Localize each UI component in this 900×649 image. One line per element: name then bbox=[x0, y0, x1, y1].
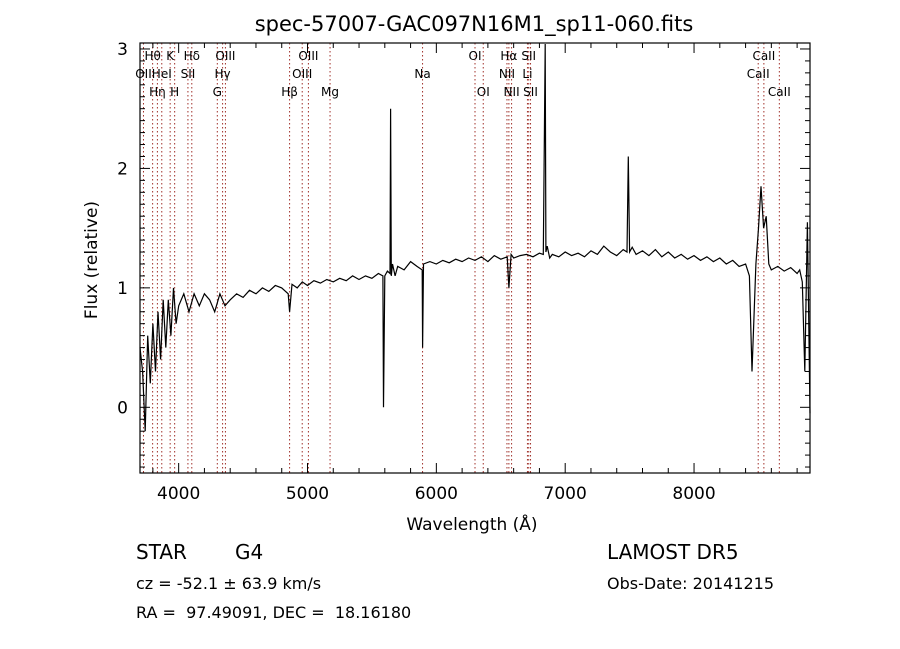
spectral-line-label: OIII bbox=[298, 49, 318, 63]
spectral-line-label: NII bbox=[504, 85, 520, 99]
coordinates: RA = 97.49091, DEC = 18.16180 bbox=[136, 603, 412, 622]
y-axis-label: Flux (relative) bbox=[82, 201, 102, 319]
spectral-line-label: OIII bbox=[215, 49, 235, 63]
redshift-readout: cz = -52.1 ± 63.9 km/s bbox=[136, 574, 322, 593]
obs-date: Obs-Date: 20141215 bbox=[607, 574, 775, 593]
spectral-line-label: Li bbox=[522, 67, 532, 81]
spectral-line-label: OI bbox=[477, 85, 490, 99]
y-tick-label: 0 bbox=[117, 398, 128, 418]
spectral-line-label: G bbox=[213, 85, 222, 99]
spectral-line-label: Na bbox=[414, 67, 430, 81]
survey-name: LAMOST DR5 bbox=[607, 540, 739, 564]
object-subclass: G4 bbox=[235, 540, 264, 564]
spectral-line-label: HeI bbox=[152, 67, 172, 81]
spectral-line-label: CaII bbox=[752, 49, 775, 63]
chart-title: spec-57007-GAC097N16M1_sp11-060.fits bbox=[255, 12, 694, 37]
x-axis-ticks: 4000 5000 6000 7000 8000 bbox=[152, 43, 798, 504]
x-tick-label: 8000 bbox=[672, 484, 715, 504]
spectral-line-label: Hδ bbox=[184, 49, 200, 63]
spectral-line-label: SII bbox=[521, 49, 536, 63]
x-tick-label: 7000 bbox=[544, 484, 587, 504]
object-class: STAR bbox=[136, 540, 187, 564]
spectral-line-label: Hγ bbox=[215, 67, 231, 81]
spectral-line-label: H bbox=[170, 85, 179, 99]
x-tick-label: 5000 bbox=[286, 484, 329, 504]
spectral-line-labels: OII Hθ Hη HeI K H Hδ SII G Hγ OIII Hβ OIII OIII Mg Na OI… bbox=[135, 49, 791, 99]
spectral-line-label: CaII bbox=[768, 85, 791, 99]
spectral-line-label: Hθ bbox=[144, 49, 160, 63]
x-tick-label: 6000 bbox=[415, 484, 458, 504]
spectral-line-label: CaII bbox=[747, 67, 770, 81]
spectral-line-label: Mg bbox=[321, 85, 339, 99]
spectral-line-label: K bbox=[166, 49, 175, 63]
spectral-line-label: Hβ bbox=[281, 85, 298, 99]
x-tick-label: 4000 bbox=[157, 484, 200, 504]
spectral-line-label: Hη bbox=[149, 85, 166, 99]
spectral-line-label: SII bbox=[523, 85, 538, 99]
spectral-line-label: OII bbox=[135, 67, 152, 81]
spectral-line-label: OIII bbox=[292, 67, 312, 81]
x-axis-label: Wavelength (Å) bbox=[406, 513, 537, 535]
spectrum-line bbox=[139, 43, 811, 432]
spectral-line-markers bbox=[142, 43, 780, 473]
y-tick-label: 2 bbox=[117, 159, 128, 179]
y-tick-label: 1 bbox=[117, 279, 128, 299]
plot-frame bbox=[139, 42, 811, 474]
spectral-line-label: OI bbox=[469, 49, 482, 63]
y-tick-label: 3 bbox=[117, 40, 128, 60]
spectral-line-label: NII bbox=[499, 67, 515, 81]
y-axis-ticks: 0 1 2 3 bbox=[117, 40, 810, 468]
spectral-line-label: SII bbox=[181, 67, 196, 81]
spectral-line-label: Hα bbox=[500, 49, 517, 63]
